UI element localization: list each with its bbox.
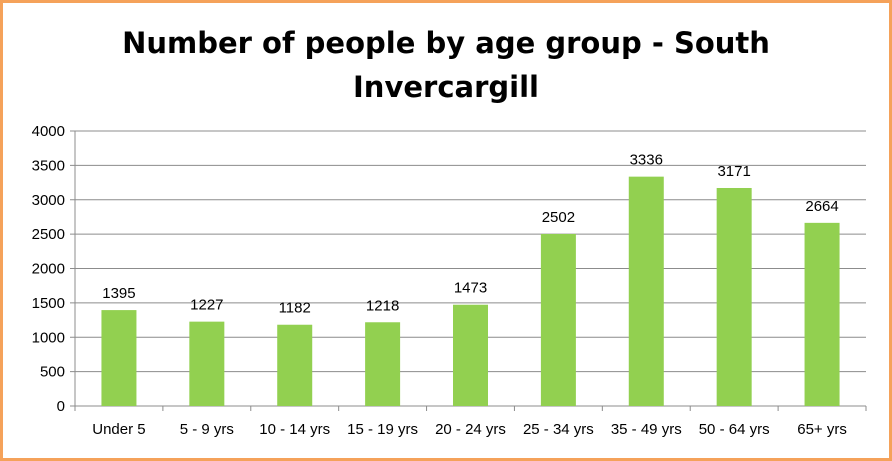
bar <box>716 187 752 406</box>
data-label: 1395 <box>102 285 135 302</box>
bar <box>628 176 664 406</box>
x-category-label: 25 - 34 yrs <box>523 421 594 438</box>
bar <box>453 304 488 406</box>
data-label: 1227 <box>190 297 223 314</box>
data-label: 2664 <box>805 198 838 215</box>
chart-title-line-1: Number of people by age group - South <box>122 26 770 60</box>
bar <box>189 321 225 406</box>
x-category-label: 20 - 24 yrs <box>435 421 506 438</box>
y-tick-label: 0 <box>57 398 65 415</box>
bar <box>365 322 401 406</box>
y-tick-label: 1500 <box>32 295 65 312</box>
y-tick-label: 2500 <box>32 226 65 243</box>
y-tick-label: 4000 <box>32 123 65 140</box>
x-category-label: 5 - 9 yrs <box>180 421 234 438</box>
y-tick-label: 1000 <box>32 329 65 346</box>
x-category-label: 10 - 14 yrs <box>259 421 330 438</box>
x-category-label: Under 5 <box>92 421 145 438</box>
x-category-label: 65+ yrs <box>797 421 847 438</box>
bar <box>804 222 840 406</box>
data-label: 1182 <box>279 300 311 317</box>
bar <box>101 310 137 406</box>
x-category-label: 35 - 49 yrs <box>611 421 682 438</box>
data-label: 1218 <box>366 297 399 314</box>
y-tick-label: 3500 <box>32 157 65 174</box>
y-tick-label: 500 <box>40 364 65 381</box>
data-label: 1473 <box>454 280 487 297</box>
y-tick-label: 3000 <box>32 192 65 209</box>
bar <box>540 233 576 406</box>
data-label: 3171 <box>717 163 750 180</box>
bar <box>277 324 313 406</box>
data-label: 3336 <box>630 152 663 169</box>
data-label: 2502 <box>542 209 575 226</box>
chart-title: Number of people by age group - South In… <box>3 21 889 109</box>
x-category-label: 50 - 64 yrs <box>699 421 770 438</box>
chart-title-line-2: Invercargill <box>353 70 539 104</box>
y-tick-label: 2000 <box>32 261 65 278</box>
x-category-label: 15 - 19 yrs <box>347 421 418 438</box>
